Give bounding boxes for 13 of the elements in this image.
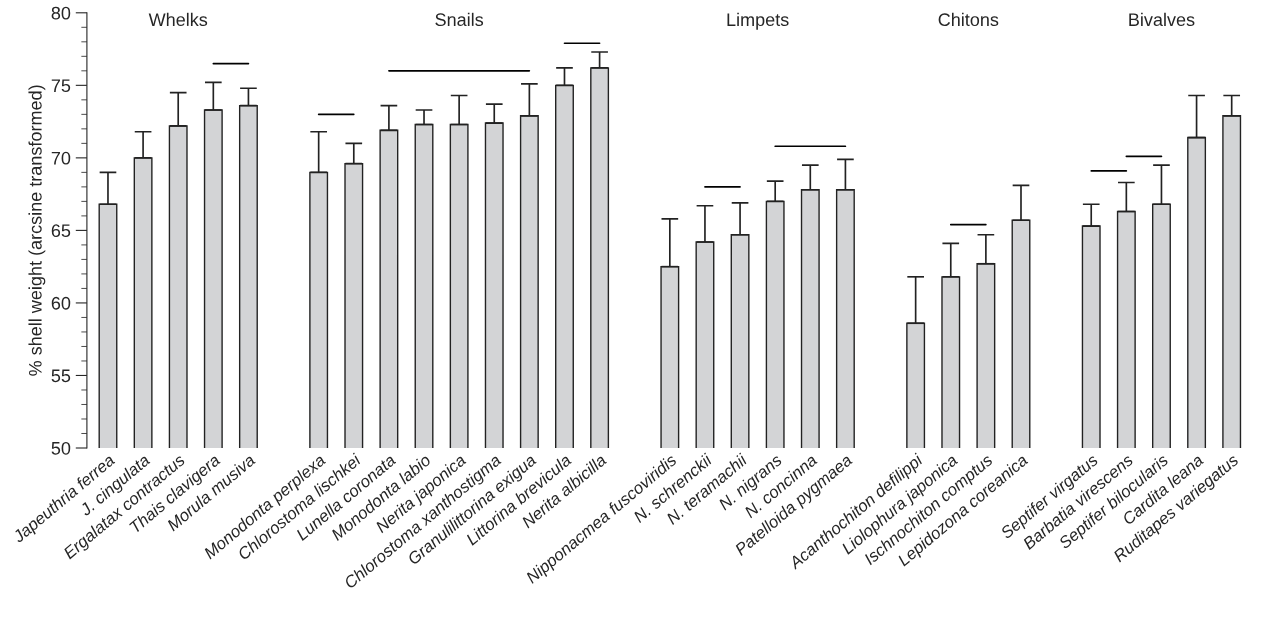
- y-tick-label: 60: [51, 296, 71, 310]
- y-tick-label: 75: [51, 79, 71, 93]
- annotation: Whelks: [148, 12, 208, 27]
- annotation: Limpets: [727, 12, 789, 30]
- annotation: Chitons: [938, 12, 999, 27]
- y-tick-label: 55: [51, 369, 71, 383]
- y-tick-label: 80: [51, 6, 71, 20]
- y-tick-label: 65: [51, 224, 71, 238]
- annotation: Snails: [435, 12, 484, 27]
- y-tick-label: 50: [51, 441, 71, 455]
- y-axis-title: % shell weight (arcsine transformed): [28, 85, 46, 376]
- y-tick-label: 70: [51, 151, 71, 165]
- annotation: Bivalves: [1129, 12, 1195, 27]
